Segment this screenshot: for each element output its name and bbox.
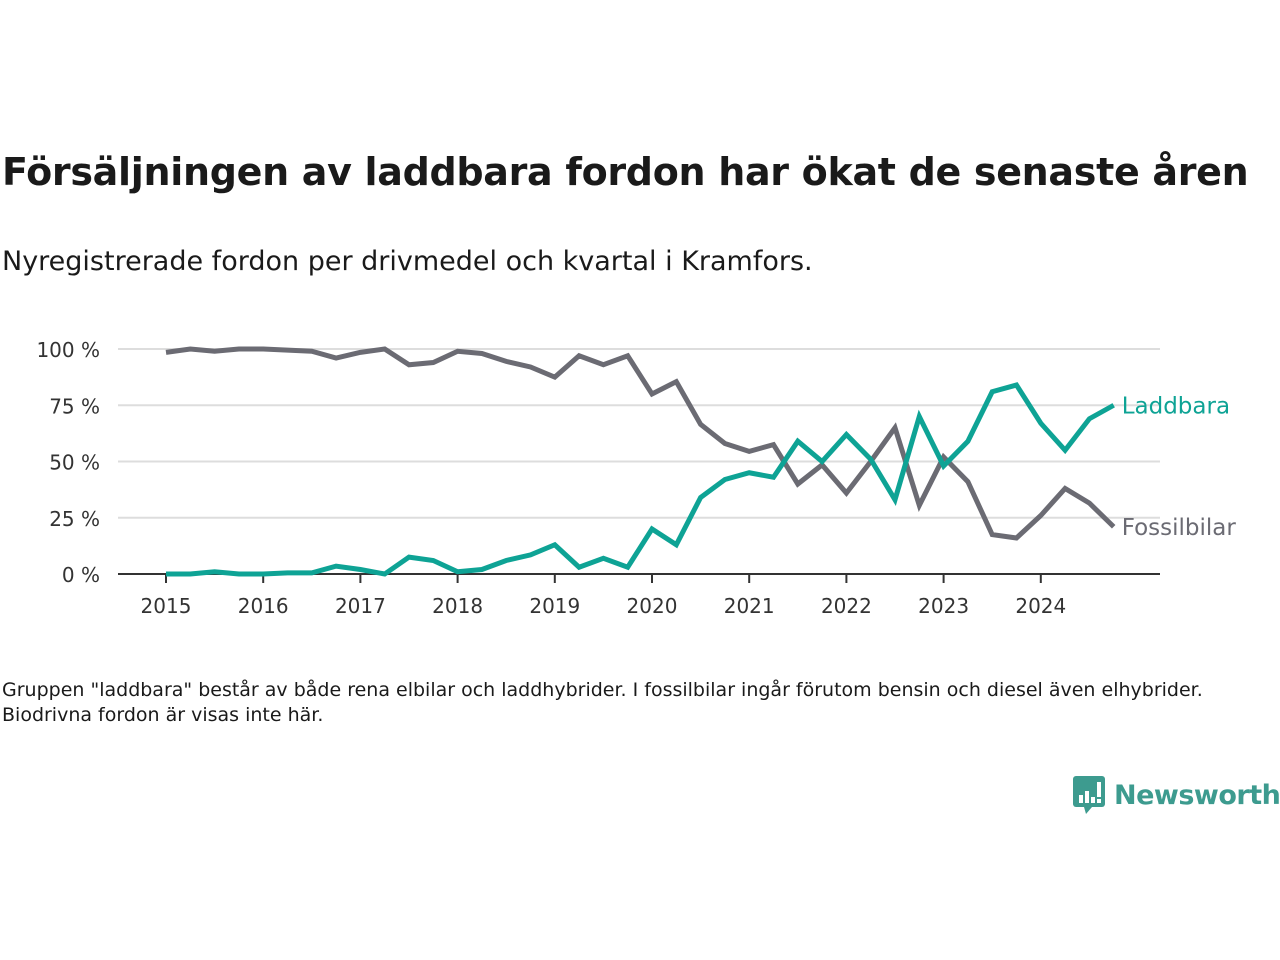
series-line-fossil — [165, 346, 1116, 541]
footnote: Gruppen "laddbara" består av både rena e… — [2, 679, 1203, 726]
line-chart: 0 %25 %50 %75 %100 % 2015 2016 2017 2018 201… — [36, 338, 1237, 618]
x-tick-label: 2021 — [724, 594, 775, 618]
chart-title: Försäljningen av laddbara fordon har öka… — [2, 150, 1249, 194]
x-tick-label: 2020 — [627, 594, 678, 618]
series-labels: Laddbara Fossilbilar — [1122, 393, 1237, 541]
x-tick-label: 2023 — [918, 594, 969, 618]
chart-subtitle: Nyregistrerade fordon per drivmedel och … — [2, 246, 813, 277]
x-tick-label: 2018 — [432, 594, 483, 618]
x-tick-label: 2024 — [1015, 594, 1066, 618]
y-tick-label: 25 % — [49, 507, 100, 531]
newsworthy-logo: Newsworthy — [1072, 775, 1280, 815]
x-axis: 2015 2016 2017 2018 2019 2020 2021 2022 2023 2024 — [118, 573, 1160, 618]
newsworthy-logo-icon — [1073, 776, 1105, 814]
series-line-laddbara — [166, 382, 1115, 577]
x-tick-label: 2015 — [141, 594, 192, 618]
y-tick-label: 50 % — [49, 451, 100, 475]
series-label-fossil: Fossilbilar — [1122, 515, 1237, 541]
x-tick-label: 2017 — [335, 594, 386, 618]
y-tick-label: 0 % — [62, 563, 100, 587]
y-tick-label: 100 % — [36, 338, 100, 362]
y-axis-ticks: 0 % 25 % 50 % 75 % 100 % — [36, 338, 100, 587]
x-tick-label: 2019 — [529, 594, 580, 618]
series-label-laddbara: Laddbara — [1122, 393, 1230, 419]
x-tick-label: 2022 — [821, 594, 872, 618]
series-lines — [165, 346, 1116, 577]
x-tick-label: 2016 — [238, 594, 289, 618]
y-tick-label: 75 % — [49, 394, 100, 418]
brand-name: Newsworthy — [1114, 779, 1280, 811]
